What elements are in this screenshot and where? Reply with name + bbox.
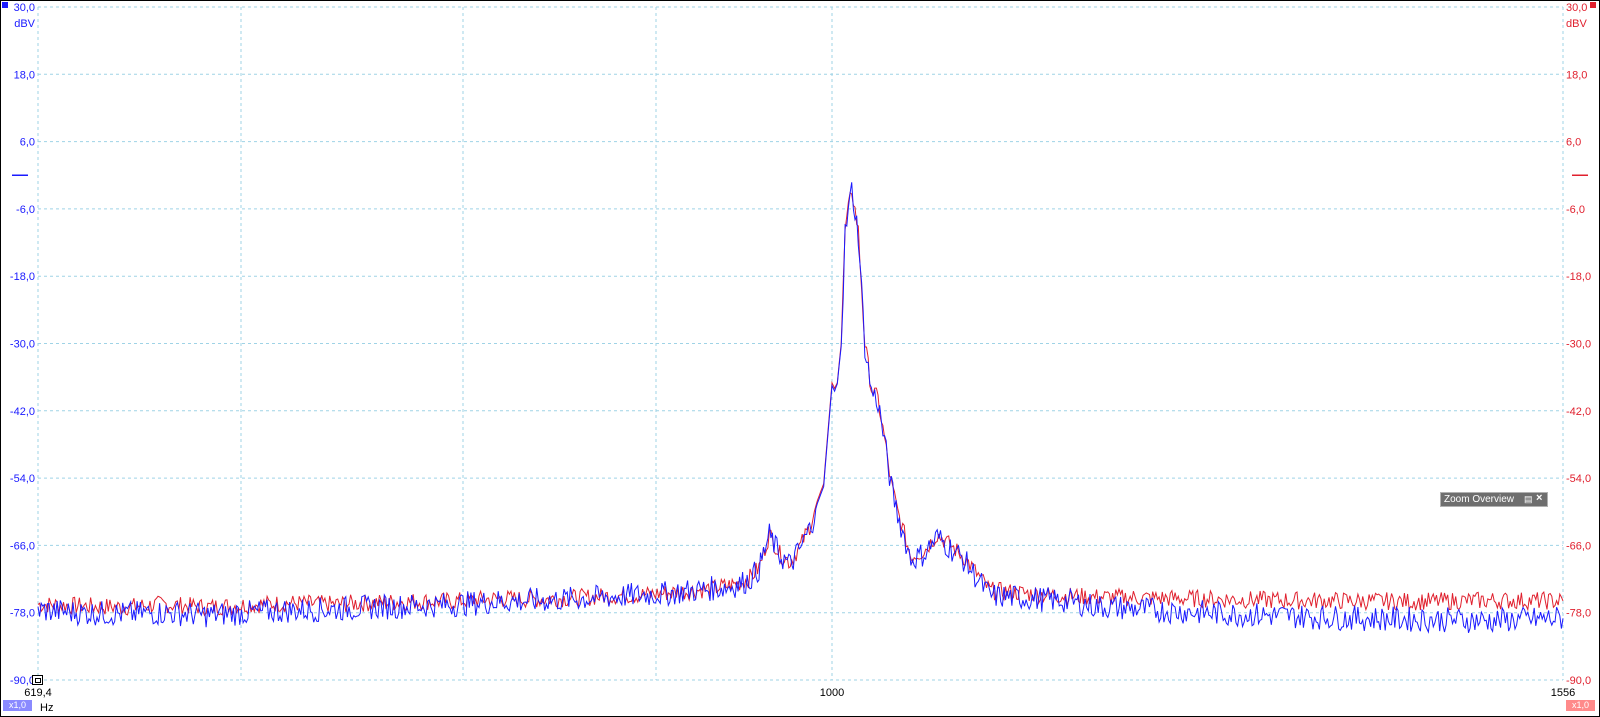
close-icon[interactable]: × <box>1536 492 1543 504</box>
y-tick-left: -78,0 <box>10 608 35 620</box>
y-tick-right: -18,0 <box>1566 271 1591 283</box>
left-scale-badge[interactable]: x1,0 <box>3 700 32 711</box>
x-tick-label: 619,4 <box>24 687 52 699</box>
y-tick-left: -30,0 <box>10 339 35 351</box>
right-unit-label: dBV <box>1566 18 1587 30</box>
y-tick-right: -42,0 <box>1566 406 1591 418</box>
y-tick-right: 30,0 <box>1566 2 1587 14</box>
y-tick-right: 18,0 <box>1566 69 1587 81</box>
y-tick-left: -6,0 <box>16 204 35 216</box>
y-tick-right: -30,0 <box>1566 339 1591 351</box>
series-line-red <box>37 191 1564 617</box>
channel-b-marker <box>1590 2 1596 8</box>
y-tick-left: -54,0 <box>10 473 35 485</box>
x-axis-unit: Hz <box>40 702 54 714</box>
y-tick-left: -66,0 <box>10 540 35 552</box>
series-line-blue <box>37 182 1564 634</box>
y-tick-right: -78,0 <box>1566 608 1591 620</box>
zoom-rect-icon[interactable] <box>32 675 43 685</box>
x-tick-label: 1000 <box>820 687 844 699</box>
y-tick-right: 6,0 <box>1566 137 1581 149</box>
left-unit-label: dBV <box>14 18 35 30</box>
y-tick-left: 18,0 <box>14 69 35 81</box>
y-tick-left: 6,0 <box>20 137 35 149</box>
y-tick-left: -42,0 <box>10 406 35 418</box>
zoom-overview-panel[interactable]: Zoom Overview ▤ × <box>1440 492 1548 507</box>
right-scale-badge[interactable]: x1,0 <box>1566 700 1595 711</box>
y-tick-left: -18,0 <box>10 271 35 283</box>
y-tick-right: -54,0 <box>1566 473 1591 485</box>
y-tick-left: -90,0 <box>10 675 35 687</box>
pin-icon[interactable]: ▤ <box>1524 494 1533 504</box>
zoom-overview-label: Zoom Overview <box>1444 494 1515 505</box>
y-tick-right: -6,0 <box>1566 204 1585 216</box>
y-tick-right: -90,0 <box>1566 675 1591 687</box>
y-tick-left: 30,0 <box>14 2 35 14</box>
x-tick-label: 1556 <box>1551 687 1575 699</box>
channel-a-marker <box>2 2 8 8</box>
y-tick-right: -66,0 <box>1566 540 1591 552</box>
